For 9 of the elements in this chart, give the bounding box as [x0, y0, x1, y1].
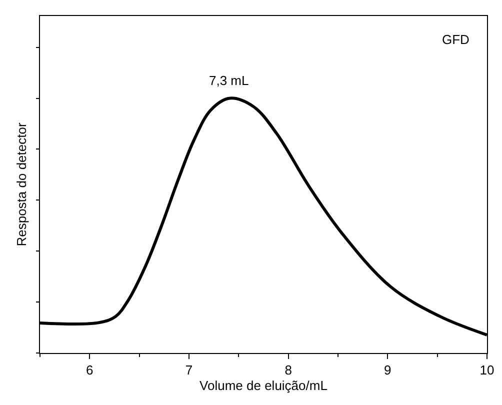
x-tick-label: 7 [185, 362, 193, 378]
x-axis-title: Volume de eluição/mL [200, 378, 328, 394]
annotation: 7,3 mL [209, 73, 249, 88]
x-tick-label: 6 [86, 362, 94, 378]
x-tick-label: 10 [480, 362, 494, 378]
x-tick-label: 9 [384, 362, 392, 378]
y-axis-title: Resposta do detector [14, 122, 29, 246]
x-tick-label: 8 [284, 362, 292, 378]
text: GFD [442, 32, 470, 47]
